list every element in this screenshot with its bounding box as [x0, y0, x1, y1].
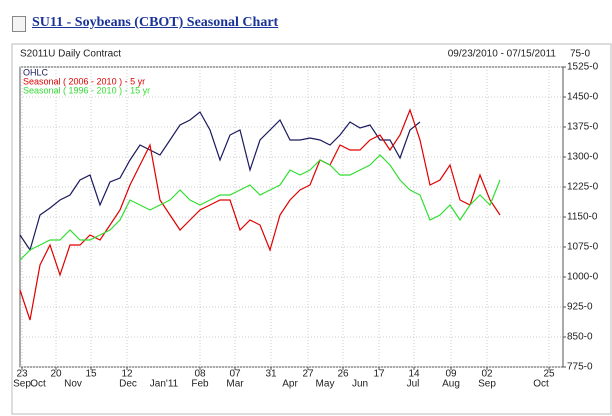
y-tick-label: 1300-0: [567, 152, 599, 163]
y-tick-label: 1225-0: [567, 182, 599, 193]
legend-entry: Seasonal ( 2006 - 2010 ) - 5 yr: [23, 76, 145, 86]
header: SU11 - Soybeans (CBOT) Seasonal Chart: [0, 0, 612, 40]
x-tick-label: 12: [121, 369, 133, 380]
y-tick-label: 1525-0: [567, 62, 599, 73]
x-month-label: Nov: [64, 379, 82, 390]
y-tick-label: 925-0: [567, 302, 593, 313]
x-tick-label: 15: [85, 369, 97, 380]
x-tick-label: 25: [543, 369, 555, 380]
x-month-label: Oct: [533, 379, 549, 390]
series-line: [19, 154, 501, 261]
x-tick-label: 14: [408, 369, 420, 380]
x-month-label: May: [316, 379, 335, 390]
x-tick-label: 31: [265, 369, 277, 380]
y-tick-label: 775-0: [567, 362, 593, 373]
y-tick-label: 1075-0: [567, 242, 599, 253]
x-tick-label: 02: [481, 369, 493, 380]
x-tick-label: 27: [302, 369, 314, 380]
x-month-label: Oct: [30, 379, 46, 390]
x-month-label: Dec: [119, 379, 137, 390]
x-month-label: Sep: [13, 379, 31, 390]
icon: [12, 16, 26, 32]
chart-title: S2011U Daily Contract: [20, 49, 121, 60]
legend-entry: OHLC: [23, 67, 49, 77]
x-month-label: Aug: [442, 379, 460, 390]
date-range: 09/23/2010 - 07/15/2011: [448, 49, 557, 60]
x-month-label: Jul: [407, 379, 420, 390]
y-tick-label: 1000-0: [567, 272, 599, 283]
x-month-label: Jan'11: [150, 379, 179, 390]
chart: S2011U Daily Contract 09/23/2010 - 07/15…: [11, 43, 612, 415]
series-line: [19, 111, 421, 252]
x-month-label: Mar: [226, 379, 244, 390]
legend-entry: Seasonal ( 1996 - 2010 ) - 15 yr: [23, 85, 150, 95]
y-tick-label: 1375-0: [567, 122, 599, 133]
x-tick-label: 08: [194, 369, 206, 380]
x-month-label: Sep: [478, 379, 496, 390]
x-tick-label: 17: [373, 369, 385, 380]
x-tick-label: 20: [50, 369, 62, 380]
series-line: [19, 108, 501, 321]
scale-label: 75-0: [570, 49, 590, 60]
x-tick-label: 26: [337, 369, 349, 380]
y-tick-label: 1450-0: [567, 92, 599, 103]
x-month-label: Feb: [191, 379, 209, 390]
x-tick-label: 09: [445, 369, 457, 380]
x-month-label: Apr: [282, 379, 298, 390]
x-tick-label: 23: [16, 369, 28, 380]
x-tick-label: 07: [229, 369, 241, 380]
y-tick-label: 1150-0: [567, 212, 598, 223]
x-month-label: Jun: [352, 379, 368, 390]
y-tick-label: 850-0: [567, 332, 593, 343]
header-title[interactable]: SU11 - Soybeans (CBOT) Seasonal Chart: [32, 15, 279, 30]
